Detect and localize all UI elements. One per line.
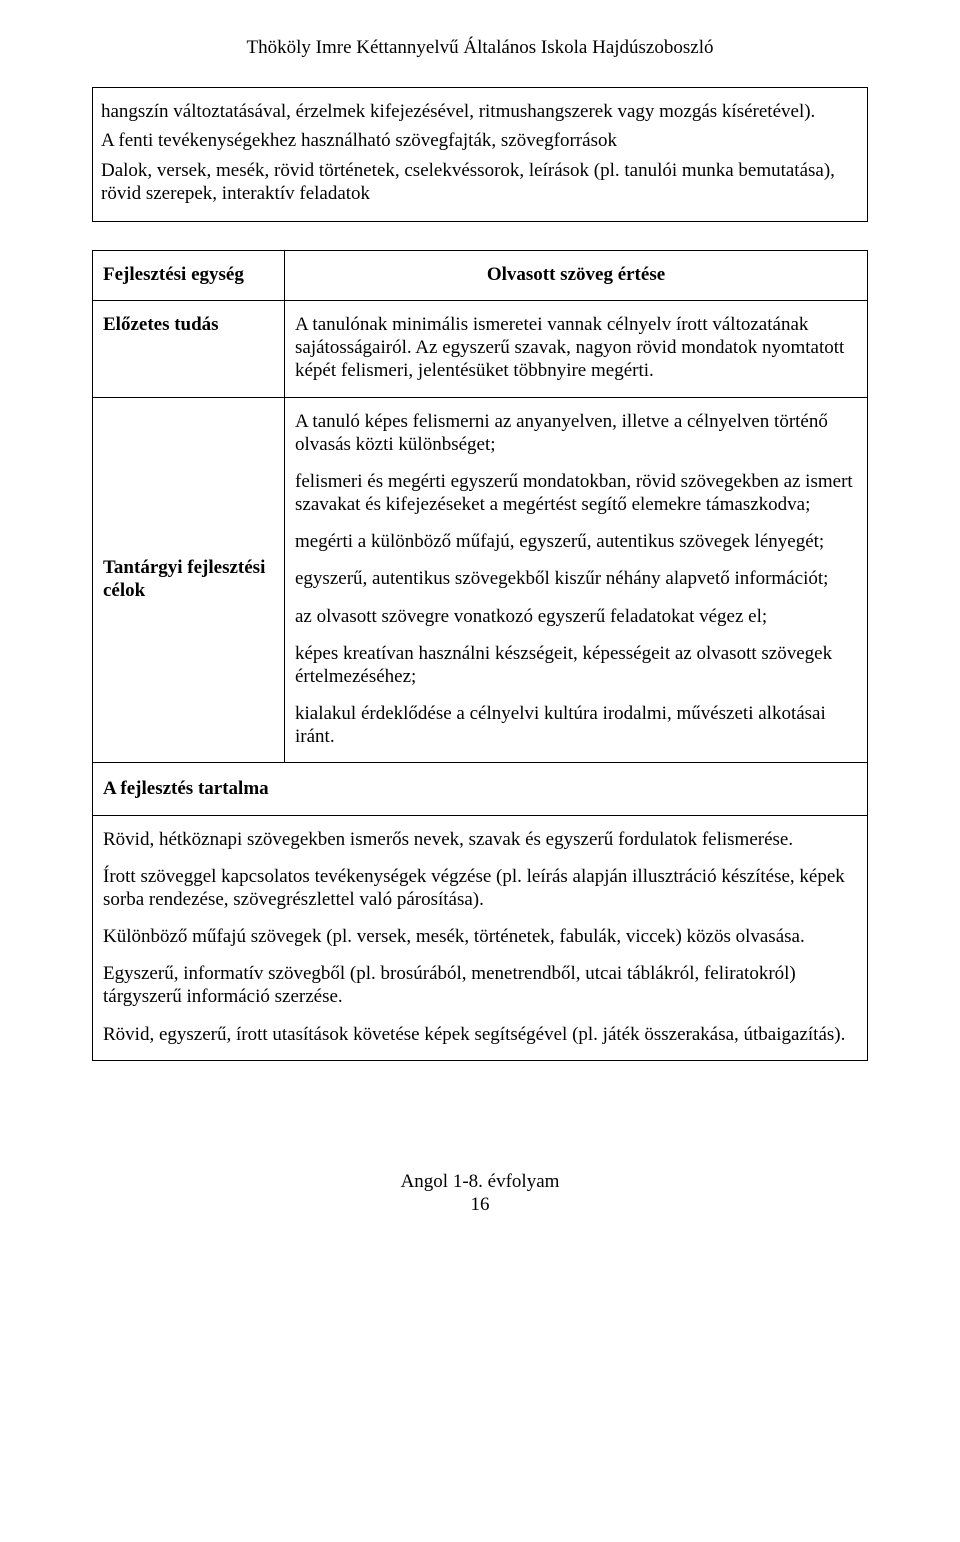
table-row: A fejlesztés tartalma (93, 763, 868, 815)
row-label: Előzetes tudás (93, 301, 285, 398)
intro-paragraph-1: hangszín változtatásával, érzelmek kifej… (101, 100, 859, 123)
row-label: Tantárgyi fejlesztési célok (93, 397, 285, 763)
goal-item: az olvasott szövegre vonatkozó egyszerű … (295, 605, 857, 628)
curriculum-table: Fejlesztési egység Olvasott szöveg értés… (92, 250, 868, 1061)
table-row: Fejlesztési egység Olvasott szöveg értés… (93, 250, 868, 300)
row-label: Fejlesztési egység (93, 250, 285, 300)
goal-item: megérti a különböző műfajú, egyszerű, au… (295, 530, 857, 553)
goal-item: kialakul érdeklődése a célnyelvi kultúra… (295, 702, 857, 748)
footer-page-number: 16 (92, 1194, 868, 1217)
content-item: Írott szöveggel kapcsolatos tevékenysége… (103, 865, 857, 911)
goal-item: felismeri és megérti egyszerű mondatokba… (295, 470, 857, 516)
goal-item: A tanuló képes felismerni az anyanyelven… (295, 410, 857, 456)
page-header: Thököly Imre Kéttannyelvű Általános Isko… (92, 36, 868, 59)
table-row: Rövid, hétköznapi szövegekben ismerős ne… (93, 815, 868, 1060)
content-cell: Rövid, hétköznapi szövegekben ismerős ne… (93, 815, 868, 1060)
table-row: Tantárgyi fejlesztési célok A tanuló kép… (93, 397, 868, 763)
table-row: Előzetes tudás A tanulónak minimális ism… (93, 301, 868, 398)
section-heading: A fejlesztés tartalma (93, 763, 868, 815)
intro-box: hangszín változtatásával, érzelmek kifej… (92, 87, 868, 222)
row-value: A tanuló képes felismerni az anyanyelven… (285, 397, 868, 763)
footer-subject: Angol 1-8. évfolyam (92, 1171, 868, 1194)
intro-subheading: A fenti tevékenységekhez használható szö… (101, 129, 859, 152)
goal-item: képes kreatívan használni készségeit, ké… (295, 642, 857, 688)
content-item: Különböző műfajú szövegek (pl. versek, m… (103, 925, 857, 948)
document-page: Thököly Imre Kéttannyelvű Általános Isko… (0, 0, 960, 1266)
page-footer: Angol 1-8. évfolyam 16 (92, 1171, 868, 1217)
row-value: Olvasott szöveg értése (285, 250, 868, 300)
row-value: A tanulónak minimális ismeretei vannak c… (285, 301, 868, 398)
content-item: Rövid, hétköznapi szövegekben ismerős ne… (103, 828, 857, 851)
goal-item: egyszerű, autentikus szövegekből kiszűr … (295, 567, 857, 590)
content-item: Rövid, egyszerű, írott utasítások követé… (103, 1023, 857, 1046)
intro-paragraph-3: Dalok, versek, mesék, rövid történetek, … (101, 159, 859, 205)
content-item: Egyszerű, informatív szövegből (pl. bros… (103, 962, 857, 1008)
